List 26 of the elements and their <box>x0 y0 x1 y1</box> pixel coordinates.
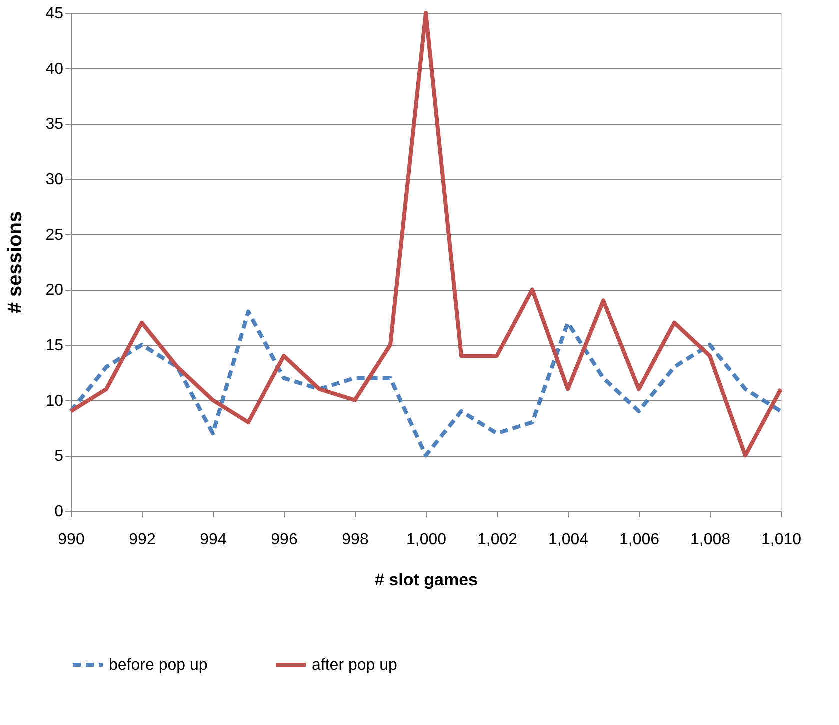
y-tick-label: 15 <box>46 338 64 354</box>
y-tick-label: 40 <box>46 60 64 78</box>
x-tick-label: 1,004 <box>548 532 589 548</box>
legend-label: after pop up <box>312 657 398 674</box>
x-tick-label: 1,006 <box>619 532 660 548</box>
line-series <box>69 310 783 458</box>
x-tick-label: 998 <box>342 532 369 548</box>
y-tick-label: 30 <box>46 172 64 188</box>
x-tick-label: 1,010 <box>761 532 802 548</box>
y-tick-label: 25 <box>46 226 64 244</box>
x-tick-label: 990 <box>58 532 85 548</box>
y-axis-title: # sessions <box>4 211 27 314</box>
x-axis-title: # slot games <box>375 570 478 590</box>
x-tick-label: 1,002 <box>477 532 518 548</box>
y-tick-label: 20 <box>46 282 64 300</box>
x-tick-label: 1,008 <box>690 532 731 548</box>
x-tick-label: 992 <box>129 532 156 548</box>
x-tick-label: 1,000 <box>406 532 447 548</box>
x-tick-label: 996 <box>271 532 298 548</box>
y-tick-label: 5 <box>54 448 64 466</box>
y-tick-label: 35 <box>46 116 64 134</box>
y-tick-label: 10 <box>46 392 64 410</box>
legend-label: before pop up <box>109 657 208 674</box>
x-tick-label: 994 <box>200 532 227 548</box>
y-tick-label: 0 <box>54 504 64 520</box>
y-tick-label: 45 <box>46 6 64 22</box>
